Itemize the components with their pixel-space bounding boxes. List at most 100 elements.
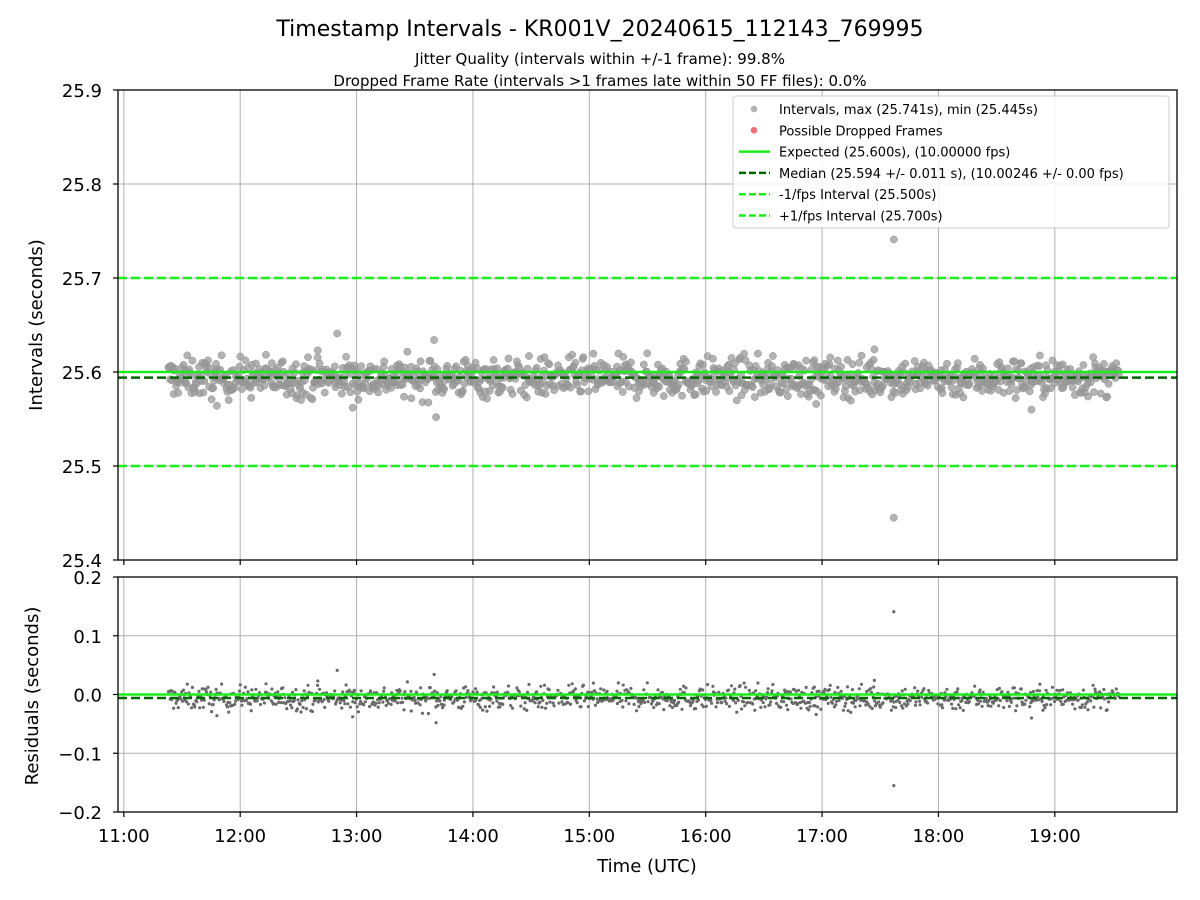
residual-point bbox=[998, 698, 1002, 703]
residual-point bbox=[228, 701, 232, 705]
residual-point bbox=[769, 700, 773, 704]
residual-point bbox=[401, 700, 405, 704]
residual-point bbox=[665, 699, 669, 703]
interval-point bbox=[348, 403, 357, 412]
residual-point bbox=[1019, 687, 1023, 691]
residual-point bbox=[1037, 689, 1042, 693]
residual-point bbox=[170, 689, 175, 693]
residual-point bbox=[902, 702, 907, 706]
residual-point bbox=[1036, 695, 1040, 699]
interval-point bbox=[204, 356, 212, 365]
residual-point bbox=[573, 687, 578, 691]
interval-point bbox=[769, 352, 777, 360]
residual-point bbox=[920, 695, 924, 700]
residual-point bbox=[903, 687, 907, 691]
interval-point bbox=[315, 359, 324, 368]
residual-point bbox=[714, 705, 718, 709]
residual-point bbox=[506, 684, 511, 688]
residual-point bbox=[198, 706, 202, 710]
residual-point bbox=[1093, 687, 1097, 691]
y-tick-label: 25.5 bbox=[62, 457, 102, 478]
residual-point bbox=[339, 698, 344, 702]
intervals-plot-frame bbox=[117, 89, 1178, 561]
interval-point bbox=[241, 356, 250, 365]
residual-point bbox=[602, 688, 606, 692]
residual-point bbox=[320, 700, 324, 704]
residual-point bbox=[510, 706, 515, 710]
interval-point bbox=[337, 389, 346, 398]
legend-entry-label: +1/fps Interval (25.700s) bbox=[779, 210, 943, 225]
interval-point bbox=[430, 336, 438, 344]
y-tick-label: 0.2 bbox=[73, 568, 102, 589]
residual-point bbox=[285, 707, 289, 711]
interval-point bbox=[1046, 384, 1055, 393]
residual-point bbox=[799, 706, 803, 710]
y-tick-label: 25.7 bbox=[62, 269, 102, 290]
residual-point bbox=[1005, 699, 1009, 703]
residual-point bbox=[347, 688, 351, 692]
interval-point bbox=[566, 383, 575, 392]
residual-point bbox=[680, 707, 684, 711]
residual-point bbox=[1073, 707, 1077, 711]
residual-point bbox=[348, 705, 352, 709]
residual-point bbox=[726, 688, 731, 692]
residual-point bbox=[457, 705, 461, 710]
residual-point bbox=[751, 702, 755, 706]
residual-point bbox=[720, 701, 724, 705]
residual-point bbox=[1009, 700, 1014, 704]
residual-point bbox=[255, 699, 259, 703]
residual-point bbox=[736, 698, 740, 703]
residual-point bbox=[495, 699, 499, 703]
residual-point bbox=[210, 710, 214, 714]
residual-point bbox=[954, 707, 958, 711]
residual-point bbox=[179, 697, 183, 701]
interval-point bbox=[1096, 389, 1105, 398]
interval-point bbox=[712, 388, 720, 396]
interval-point bbox=[571, 358, 580, 367]
residual-point bbox=[960, 699, 964, 703]
residual-point bbox=[951, 706, 955, 711]
residual-point bbox=[826, 701, 830, 706]
residual-point bbox=[724, 696, 728, 700]
residual-point bbox=[409, 689, 413, 693]
residual-point bbox=[322, 697, 326, 702]
residual-point bbox=[620, 698, 624, 703]
residual-point bbox=[913, 703, 918, 707]
residual-point bbox=[729, 684, 734, 688]
y-tick-label: 25.6 bbox=[62, 363, 102, 384]
interval-point bbox=[584, 387, 593, 396]
residual-point bbox=[570, 682, 574, 686]
residual-point bbox=[981, 690, 985, 694]
residual-point bbox=[715, 701, 720, 705]
residual-point bbox=[271, 702, 275, 706]
residual-point bbox=[645, 681, 649, 685]
residual-point bbox=[816, 705, 820, 709]
residual-point bbox=[318, 687, 322, 691]
residual-point bbox=[200, 698, 204, 702]
interval-point bbox=[320, 388, 329, 397]
residual-point bbox=[270, 687, 274, 691]
y-tick-label: 0.0 bbox=[73, 686, 102, 707]
residual-point bbox=[900, 689, 904, 693]
interval-point bbox=[579, 353, 588, 362]
interval-point bbox=[297, 396, 305, 404]
residual-point bbox=[1014, 709, 1018, 713]
residuals-panel: 11:00 12:00 13:00 14:00 15:00 16:00 17:00 18:00… bbox=[58, 568, 1178, 847]
residual-point bbox=[672, 701, 676, 705]
residual-point bbox=[346, 702, 350, 706]
residual-point bbox=[509, 704, 513, 708]
residual-point bbox=[782, 700, 786, 704]
residual-point bbox=[209, 690, 213, 694]
interval-point bbox=[380, 357, 389, 366]
interval-point bbox=[440, 385, 448, 393]
interval-point bbox=[207, 395, 216, 404]
residual-point bbox=[374, 701, 378, 705]
residual-point bbox=[189, 706, 194, 710]
residual-point bbox=[1097, 690, 1102, 694]
residual-point bbox=[488, 704, 492, 709]
residual-point bbox=[533, 701, 537, 705]
interval-point bbox=[199, 388, 208, 397]
residual-point bbox=[298, 702, 302, 707]
intervals-panel: 25.4 25.5 25.6 25.7 25.8 25.9 Intervals, max (… bbox=[62, 81, 1178, 572]
